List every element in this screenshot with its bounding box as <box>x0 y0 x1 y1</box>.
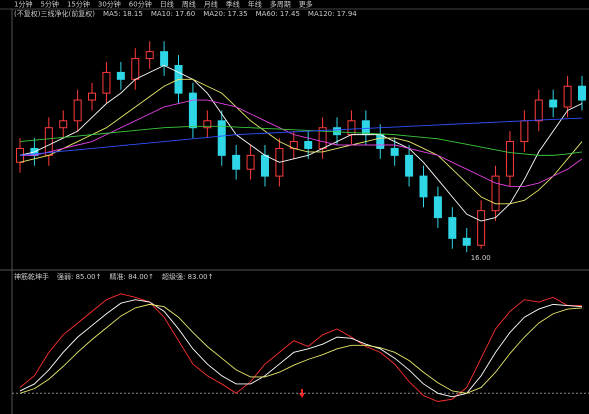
series-line <box>19 78 583 205</box>
candle-body <box>116 71 125 80</box>
toolbar-item: 周线 <box>182 0 196 9</box>
candle-body <box>361 120 370 136</box>
toolbar-item: 更多 <box>299 0 313 9</box>
toolbar-item: 15分钟 <box>67 0 90 9</box>
candle-body <box>491 175 500 212</box>
candle-body <box>433 196 442 219</box>
series-line <box>19 299 583 398</box>
candle-body <box>405 154 414 177</box>
legend-entry: MA5: 18.15 <box>103 10 143 18</box>
candle-body <box>563 85 572 108</box>
panel-title: (不复权)三线净化(前复权) <box>14 9 95 18</box>
candle-body <box>304 141 313 149</box>
candle-body <box>505 141 514 177</box>
series-line <box>19 303 583 394</box>
toolbar-item: 日线 <box>160 0 174 9</box>
low-label: 16.00 <box>471 254 491 262</box>
legend-entry: MA10: 17.60 <box>151 10 195 18</box>
toolbar-item: 年线 <box>248 0 262 9</box>
series-line <box>19 117 583 156</box>
candle-body <box>520 120 529 143</box>
candle-body <box>419 175 428 198</box>
candle-body <box>534 99 543 122</box>
legend-entry: 精准: 84.00↑ <box>110 272 155 281</box>
toolbar-item: 60分钟 <box>129 0 152 9</box>
candle-body <box>390 147 399 156</box>
series-line <box>20 99 583 187</box>
candle-body <box>578 85 586 101</box>
legend-entry: 超级强: 83.00↑ <box>162 272 214 281</box>
candle-body <box>131 58 140 80</box>
toolbar-item: 多周期 <box>270 0 291 9</box>
panel-title: 神筋乾坤手 <box>14 272 49 281</box>
legend-entry: MA20: 17.35 <box>203 10 247 18</box>
candle-body <box>333 127 342 136</box>
candle-body <box>73 99 82 122</box>
candle-body <box>549 99 558 108</box>
candle-body <box>376 134 385 149</box>
toolbar-item: 30分钟 <box>98 0 121 9</box>
toolbar-item: 5分钟 <box>40 0 58 9</box>
candle-body <box>145 51 154 60</box>
candle-body <box>462 237 471 246</box>
candle-body <box>448 217 457 239</box>
candle-body <box>477 210 486 246</box>
candle-body <box>102 71 111 94</box>
candle-body <box>217 120 226 156</box>
series-line <box>19 64 583 222</box>
toolbar-item: 1分钟 <box>14 0 32 9</box>
candle-body <box>59 120 68 129</box>
series-line <box>19 125 583 156</box>
toolbar-item: 月线 <box>204 0 218 9</box>
legend-entry: MA120: 17.94 <box>308 10 357 18</box>
toolbar-item: 季线 <box>226 0 240 9</box>
series-line <box>19 293 582 402</box>
candle-body <box>188 92 197 129</box>
candle-body <box>203 120 212 129</box>
legend-entry: 强弱: 85.00↑ <box>57 273 102 281</box>
candle-body <box>88 92 97 101</box>
candle-body <box>246 154 255 170</box>
candle-body <box>232 154 241 170</box>
candle-body <box>160 51 169 66</box>
legend-entry: MA60: 17.45 <box>256 10 300 18</box>
candle-body <box>260 154 269 177</box>
